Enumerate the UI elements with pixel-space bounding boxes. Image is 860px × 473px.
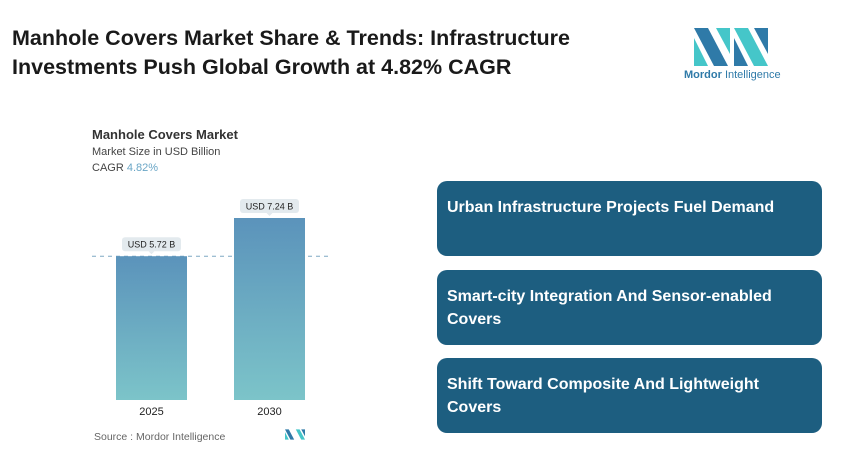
mordor-logo-icon bbox=[694, 28, 768, 66]
x-tick-label: 2030 bbox=[257, 406, 281, 418]
chart-subtitle: Market Size in USD Billion bbox=[92, 146, 221, 158]
chart-cagr: CAGR 4.82% bbox=[92, 162, 159, 174]
trend-card-2: Smart-city Integration And Sensor-enable… bbox=[437, 270, 822, 345]
data-label-bg bbox=[240, 199, 299, 213]
source-logo-icon bbox=[285, 429, 305, 440]
trend-card-label: Smart-city Integration And Sensor-enable… bbox=[447, 288, 772, 328]
bar-chart: USD 5.72 B 2025 USD 7.24 B 2030 bbox=[92, 199, 332, 418]
page-title: Manhole Covers Market Share & Trends: In… bbox=[12, 26, 570, 79]
x-tick-label: 2025 bbox=[139, 406, 163, 418]
data-label-pointer bbox=[148, 251, 155, 255]
trend-card-3: Shift Toward Composite And Lightweight C… bbox=[437, 358, 822, 433]
logo-text: Mordor Intelligence bbox=[684, 69, 781, 81]
chart-title: Manhole Covers Market bbox=[92, 127, 238, 142]
chart-source: Source : Mordor Intelligence bbox=[94, 431, 226, 443]
trend-card-label: Urban Infrastructure Projects Fuel Deman… bbox=[447, 199, 775, 216]
bar-2025 bbox=[116, 256, 187, 400]
bar-2030 bbox=[234, 218, 305, 400]
data-label: USD 5.72 B bbox=[128, 240, 176, 250]
data-label-pointer bbox=[266, 213, 273, 216]
data-label: USD 7.24 B bbox=[246, 202, 294, 212]
trend-card-label: Shift Toward Composite And Lightweight C… bbox=[447, 376, 759, 416]
trend-card-1: Urban Infrastructure Projects Fuel Deman… bbox=[437, 181, 822, 256]
data-label-bg bbox=[122, 237, 181, 252]
